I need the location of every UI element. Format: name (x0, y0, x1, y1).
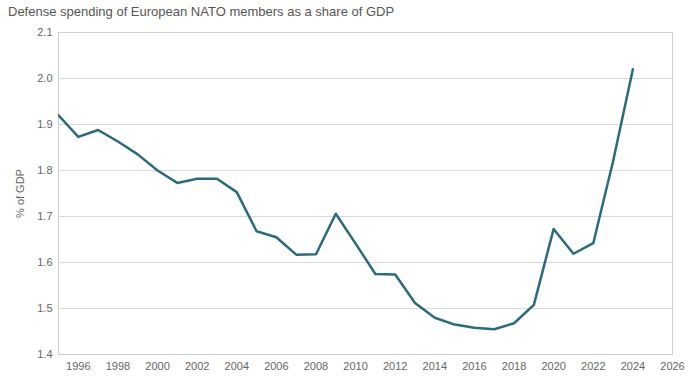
svg-text:2004: 2004 (225, 360, 249, 372)
svg-text:2016: 2016 (462, 360, 486, 372)
svg-text:2008: 2008 (304, 360, 328, 372)
svg-text:2012: 2012 (383, 360, 407, 372)
svg-text:1.6: 1.6 (37, 256, 52, 268)
html-text:Defense spending of European N: Defense spending of European NATO member… (8, 4, 395, 19)
svg-text:2026: 2026 (660, 360, 684, 372)
svg-text:% of GDP: % of GDP (14, 169, 26, 218)
svg-text:2020: 2020 (541, 360, 565, 372)
svg-text:2024: 2024 (621, 360, 645, 372)
svg-text:1.9: 1.9 (37, 118, 52, 130)
svg-text:2010: 2010 (343, 360, 367, 372)
svg-text:2.1: 2.1 (37, 26, 52, 38)
svg-text:1998: 1998 (106, 360, 130, 372)
svg-text:2018: 2018 (502, 360, 526, 372)
svg-text:2006: 2006 (264, 360, 288, 372)
svg-text:1996: 1996 (66, 360, 90, 372)
svg-text:2014: 2014 (423, 360, 447, 372)
svg-text:1.8: 1.8 (37, 164, 52, 176)
svg-text:1.5: 1.5 (37, 302, 52, 314)
svg-text:1.7: 1.7 (37, 210, 52, 222)
svg-text:1.4: 1.4 (37, 348, 52, 360)
svg-text:2.0: 2.0 (37, 72, 52, 84)
svg-text:2000: 2000 (145, 360, 169, 372)
svg-text:2002: 2002 (185, 360, 209, 372)
svg-text:2022: 2022 (581, 360, 605, 372)
